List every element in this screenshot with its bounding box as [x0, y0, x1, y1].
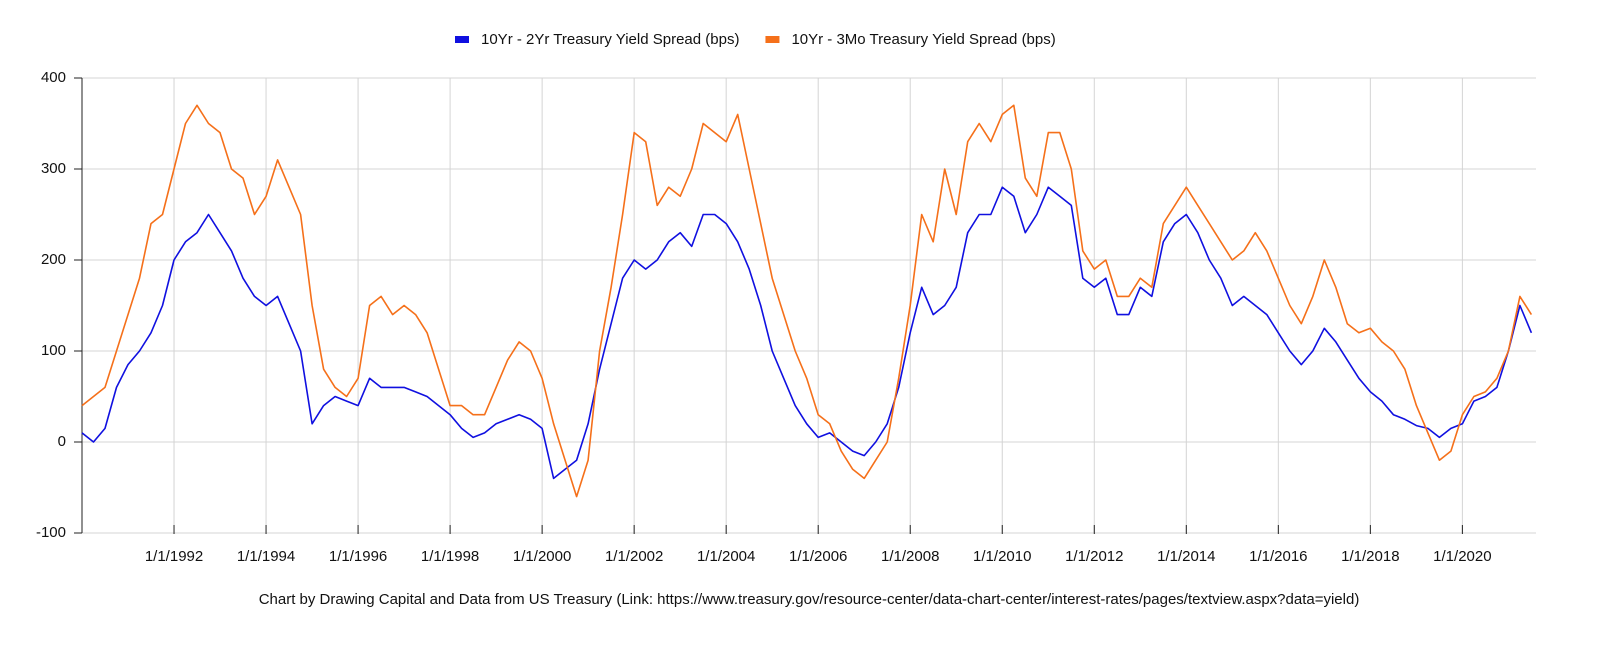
- x-tick-label: 1/1/1992: [145, 548, 203, 565]
- x-tick-label: 1/1/2010: [973, 548, 1031, 565]
- legend-swatch: [455, 36, 469, 43]
- legend-label: 10Yr - 2Yr Treasury Yield Spread (bps): [481, 31, 739, 48]
- x-tick-label: 1/1/2002: [605, 548, 663, 565]
- y-tick-label: -100: [36, 524, 66, 541]
- x-tick-label: 1/1/2016: [1249, 548, 1307, 565]
- caption: Chart by Drawing Capital and Data from U…: [259, 591, 1360, 608]
- y-tick-label: 200: [41, 251, 66, 268]
- x-tick-label: 1/1/2014: [1157, 548, 1215, 565]
- y-tick-label: 0: [58, 433, 66, 450]
- x-tick-label: 1/1/1994: [237, 548, 295, 565]
- x-tick-label: 1/1/2012: [1065, 548, 1123, 565]
- legend: 10Yr - 2Yr Treasury Yield Spread (bps) 10…: [455, 31, 1056, 48]
- legend-label: 10Yr - 3Mo Treasury Yield Spread (bps): [791, 31, 1055, 48]
- x-tick-label: 1/1/2020: [1433, 548, 1491, 565]
- x-tick-label: 1/1/2000: [513, 548, 571, 565]
- x-tick-label: 1/1/2004: [697, 548, 755, 565]
- grid: [82, 77, 1536, 534]
- x-tick-label: 1/1/2018: [1341, 548, 1399, 565]
- x-tick-label: 1/1/2006: [789, 548, 847, 565]
- y-tick-label: 400: [41, 69, 66, 86]
- series-line: [81, 104, 1533, 498]
- x-tick-label: 1/1/1998: [421, 548, 479, 565]
- y-tick-label: 300: [41, 160, 66, 177]
- legend-swatch: [765, 36, 780, 43]
- y-tick-label: 100: [41, 342, 66, 359]
- x-tick-label: 1/1/1996: [329, 548, 387, 565]
- x-tick-label: 1/1/2008: [881, 548, 939, 565]
- series-line: [81, 186, 1533, 480]
